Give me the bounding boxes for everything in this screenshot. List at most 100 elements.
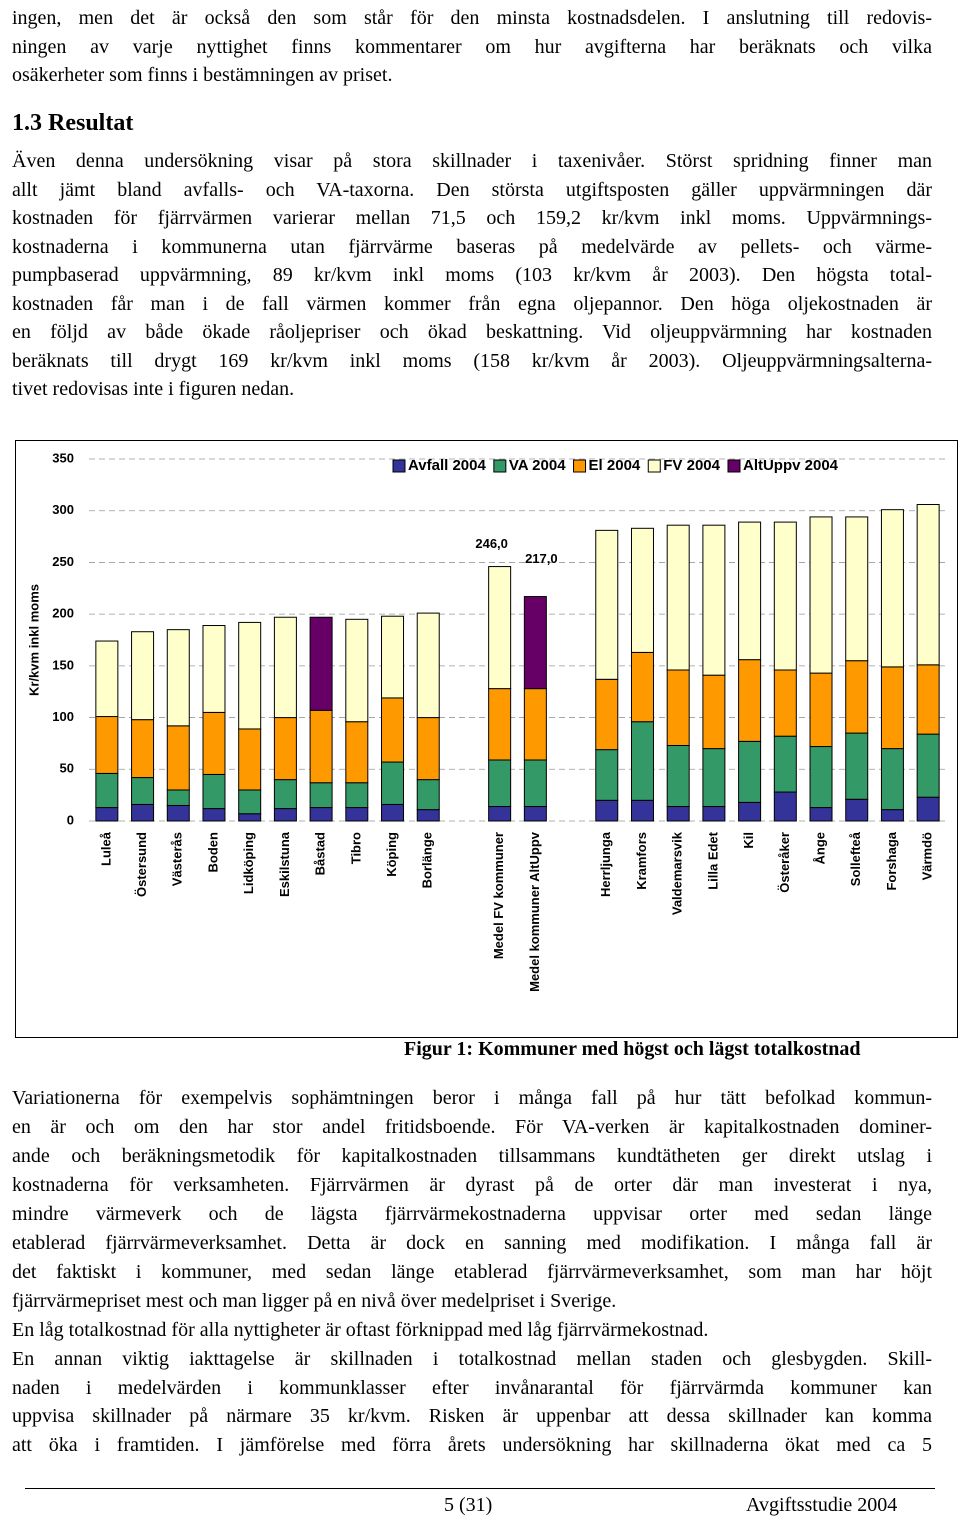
bar-segment [916, 733, 940, 798]
bar-segment [131, 803, 155, 822]
bar-segment [488, 688, 512, 761]
text-line: etablerad fjärrvärmeverksamhet. Detta är… [12, 1231, 932, 1254]
legend-swatch [493, 459, 507, 473]
bar-segment [916, 796, 940, 822]
bar-segment [845, 798, 869, 822]
x-tick-label: Kil [741, 832, 756, 849]
bar-segment [738, 801, 762, 822]
x-tick-label: Borlänge [420, 832, 435, 888]
x-tick-label: Lidköping [241, 832, 256, 894]
bar-segment [773, 669, 797, 737]
bar-segment [666, 744, 690, 808]
bar-segment [381, 761, 405, 805]
bar-segment [166, 629, 190, 727]
bar-segment [416, 779, 440, 811]
bar-segment [131, 719, 155, 779]
footer-title: Avgiftsstudie 2004 [746, 1494, 898, 1516]
bar-segment [381, 697, 405, 763]
x-tick-label: Boden [205, 832, 220, 873]
text-line: kostnaderna för verksamheten. Fjärrvärme… [12, 1173, 932, 1196]
bar-segment [595, 529, 619, 680]
bar-segment [131, 777, 155, 805]
bar-segment [238, 621, 262, 730]
bar-segment [630, 651, 654, 723]
x-tick-label: Valdemarsvik [670, 831, 685, 915]
page-number: 5 (31) [444, 1494, 493, 1516]
bar-segment [273, 717, 297, 781]
x-tick-label: Medel FV kommuner [491, 832, 506, 959]
bar-segment [166, 725, 190, 791]
data-label: 217,0 [525, 551, 558, 566]
bar-segment [845, 516, 869, 662]
bar-segment [666, 669, 690, 746]
bar-segment [238, 789, 262, 815]
chart: 0 50 100 150 200 250 300 350 Kr/kvm inkl moms Lul… [15, 440, 958, 1038]
text-line: fjärrvärmepriset mest och man ligger på … [12, 1289, 617, 1312]
bar-segment [345, 807, 369, 822]
bar-segment [238, 728, 262, 791]
bar-segment [595, 678, 619, 751]
bar-segment [523, 806, 547, 822]
bar-segment [666, 524, 690, 671]
y-tick-label: 50 [60, 761, 74, 776]
legend-label: AltUppv 2004 [743, 457, 839, 474]
x-tick-label: Köping [384, 832, 399, 877]
y-tick-label: 100 [52, 709, 74, 724]
legend-swatch [647, 459, 661, 473]
text-line: naden i medelvärden i kommunklasser efte… [12, 1376, 932, 1399]
text-line: ingen, men det är också den som står för… [12, 7, 932, 29]
bar-segment [773, 791, 797, 822]
bar-segment [773, 521, 797, 671]
bar-segment [309, 709, 333, 784]
bar-segment [166, 789, 190, 806]
bar-segment [702, 674, 726, 750]
text-line: en är och om den har stor andel fritidsb… [12, 1115, 932, 1138]
bar-segment [381, 803, 405, 822]
section-heading: 1.3 Resultat [12, 110, 134, 136]
x-tick-label: Sollefteå [848, 831, 863, 886]
bar-segment [595, 799, 619, 822]
bar-segment [809, 746, 833, 809]
x-tick-label: Kramfors [634, 832, 649, 890]
bar-segment [95, 772, 119, 809]
bar-segment [738, 740, 762, 803]
bar-segment [845, 660, 869, 734]
x-tick-label: Tibro [348, 832, 363, 864]
y-tick-label: 250 [52, 554, 74, 569]
bar-segment [666, 806, 690, 822]
x-tick-label: Ånge [812, 832, 827, 865]
bar-segment [416, 717, 440, 781]
bar-segment [809, 807, 833, 822]
x-tick-label: Lilla Edet [705, 831, 720, 889]
bar-segment [523, 596, 547, 690]
bar-segment [238, 813, 262, 822]
bar-segment [630, 721, 654, 801]
bar-segment [95, 716, 119, 774]
bar-segment [166, 804, 190, 822]
y-tick-label: 350 [52, 450, 74, 465]
y-tick-label: 150 [52, 657, 74, 672]
bar-segment [309, 782, 333, 809]
bar-segment [273, 808, 297, 822]
bar-segment [488, 806, 512, 822]
text-line: ningen av varje nyttighet finns kommenta… [12, 35, 932, 58]
bar-segment [345, 782, 369, 809]
bar-segment [630, 799, 654, 822]
legend-swatch [573, 459, 587, 473]
x-tick-label: Österåker [777, 832, 792, 893]
bar-segment [916, 504, 940, 666]
bar-segment [738, 521, 762, 661]
bar-segment [416, 612, 440, 719]
bar-segment [880, 666, 904, 750]
x-tick-label: Eskilstuna [277, 831, 292, 897]
text-line: kostnaden för fjärrvärmen varierar mella… [12, 207, 932, 229]
bar-segment [345, 721, 369, 784]
bar-segment [345, 618, 369, 723]
figure-caption: Figur 1: Kommuner med högst och lägst to… [404, 1038, 861, 1060]
bar-segment [702, 806, 726, 822]
legend-label: El 2004 [589, 457, 641, 474]
data-label: 246,0 [475, 536, 508, 551]
bar-segment [488, 566, 512, 690]
bar-segment [309, 807, 333, 822]
